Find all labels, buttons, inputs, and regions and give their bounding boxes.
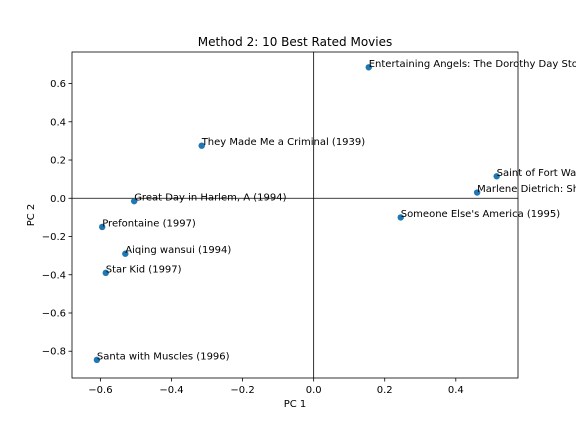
point-label: Someone Else's America (1995)	[401, 209, 561, 220]
y-axis-label: PC 2	[26, 204, 37, 227]
point-label: Saint of Fort Washington, The (1993)	[497, 168, 576, 179]
scatter-point	[130, 197, 138, 205]
scatter-point	[473, 189, 481, 196]
y-tick-label: −0.8	[42, 347, 66, 358]
point-label: They Made Me a Criminal (1939)	[201, 137, 366, 148]
plot-frame	[71, 51, 519, 379]
point-label: Entertaining Angels: The Dorothy Day Sto…	[369, 59, 576, 70]
x-tick-label: 0.2	[377, 385, 393, 396]
x-axis-label: PC 1	[284, 399, 307, 410]
scatter-point	[122, 250, 129, 257]
point-label: Prefontaine (1997)	[102, 218, 196, 229]
y-tick-label: 0.4	[50, 117, 66, 128]
point-label: Great Day in Harlem, A (1994)	[134, 193, 286, 204]
y-tick-label: 0.2	[50, 156, 66, 167]
scatter-point	[102, 269, 109, 277]
y-tick-label: −0.2	[42, 232, 66, 243]
point-label: Star Kid (1997)	[106, 264, 182, 275]
scatter-point	[493, 173, 500, 180]
point-label: Aiqing wansui (1994)	[125, 245, 231, 256]
scatter-point	[99, 223, 106, 231]
scatter-point	[93, 356, 101, 364]
y-tick-label: −0.4	[42, 270, 66, 281]
y-tick-label: 0.6	[50, 79, 66, 90]
y-tick-label: −0.6	[42, 308, 66, 319]
x-tick-label: −0.4	[159, 385, 183, 396]
x-tick-label: 0.0	[306, 385, 322, 396]
x-tick-label: 0.4	[448, 385, 464, 396]
y-tick-label: 0.0	[50, 194, 66, 205]
scatter-point	[397, 214, 404, 221]
x-tick-label: −0.6	[88, 385, 112, 396]
point-label: Santa with Muscles (1996)	[97, 351, 230, 362]
point-label: Marlene Dietrich: Shadow and Light (1996…	[477, 184, 576, 195]
scatter-point	[198, 142, 205, 149]
x-tick-label: −0.2	[230, 385, 254, 396]
chart-title: Method 2: 10 Best Rated Movies	[198, 35, 393, 49]
scatter-point	[365, 64, 372, 71]
